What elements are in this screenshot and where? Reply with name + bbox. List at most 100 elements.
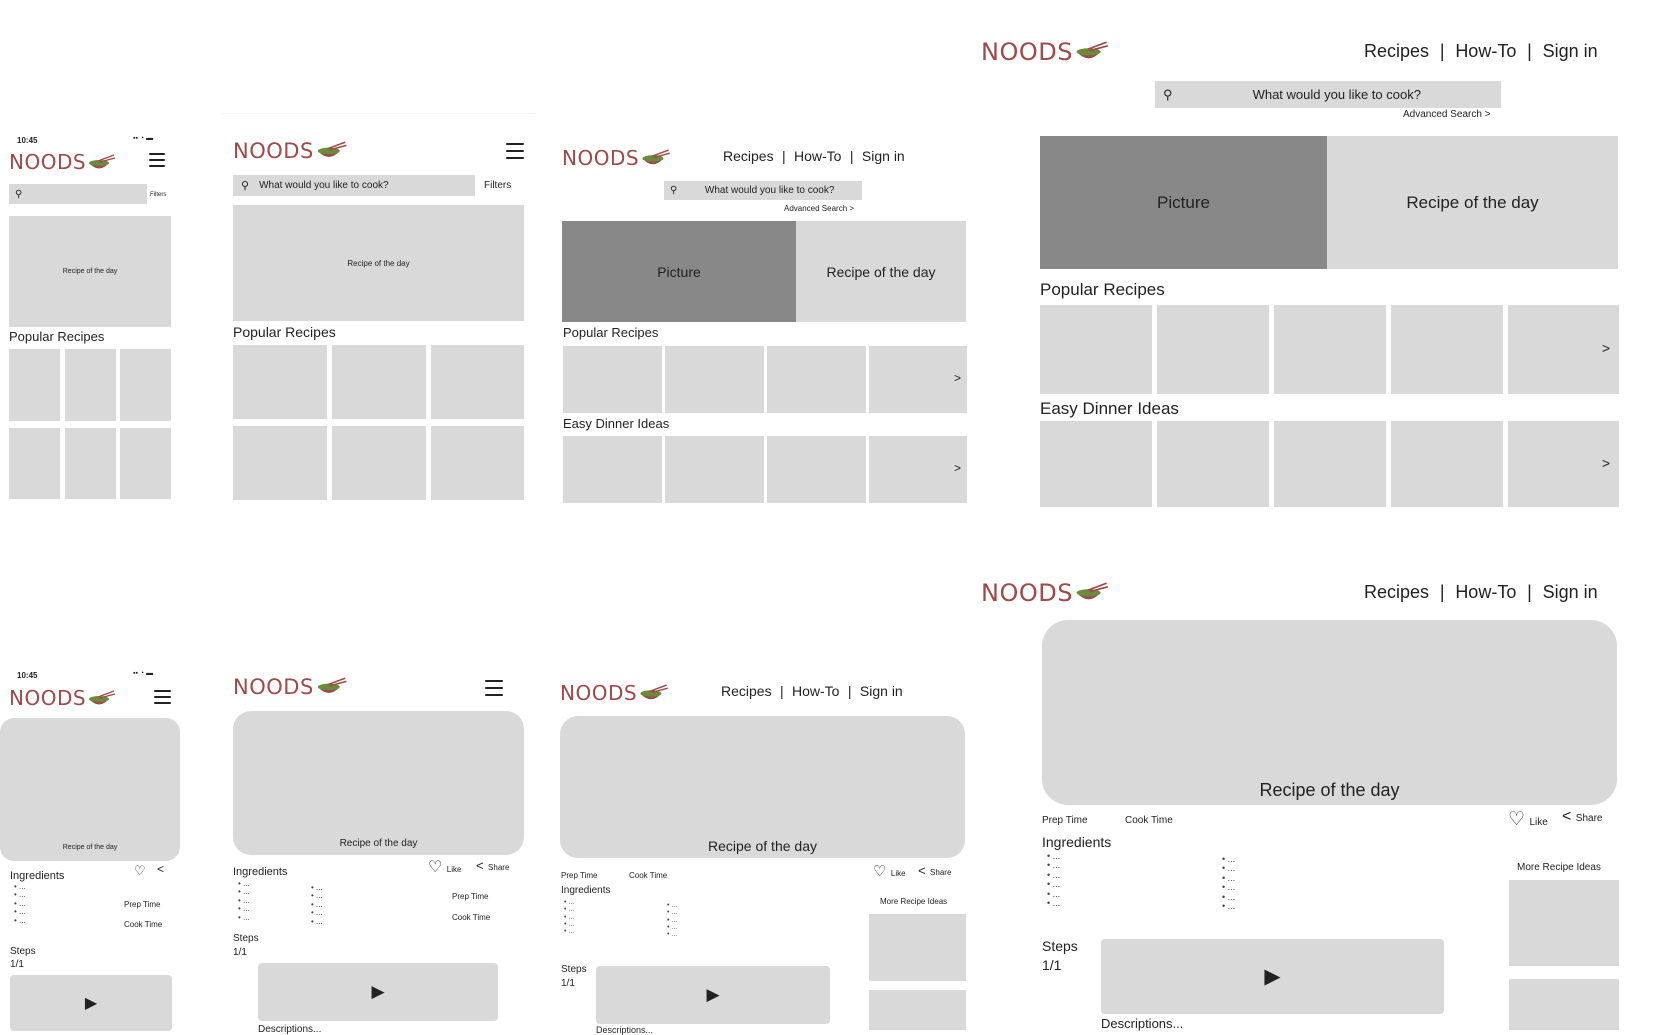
advanced-search-link[interactable]: Advanced Search > [784,204,855,213]
logo[interactable]: NOODS [233,675,348,699]
share-icon[interactable]: < [157,862,165,876]
hamburger-menu-icon[interactable] [506,143,524,159]
hamburger-menu-icon[interactable] [154,690,171,704]
recipe-card[interactable] [332,426,426,500]
featured-picture[interactable]: Picture [1040,136,1327,269]
recipe-card[interactable] [431,345,524,419]
like-button[interactable]: ♡ Like [428,859,462,876]
search-input[interactable]: ⚲ What would you like to cook? [1155,81,1501,108]
next-arrow[interactable]: > [1601,455,1610,471]
step-video[interactable]: ▶ [10,975,172,1031]
more-recipe-card[interactable] [1509,979,1619,1030]
filters-button[interactable]: Filters [150,192,167,198]
nav-howto[interactable]: How-To [1455,582,1517,602]
recipe-card[interactable] [1391,421,1503,507]
advanced-search-link[interactable]: Advanced Search > [1403,109,1491,120]
recipe-card[interactable] [431,426,524,500]
recipe-card[interactable] [1157,421,1269,507]
step-video[interactable]: ▶ [596,966,830,1024]
recipe-card-next[interactable]: > [1508,305,1619,394]
recipe-of-day-card[interactable]: Recipe of the day [9,216,171,327]
recipe-card[interactable] [1157,305,1269,394]
recipe-card[interactable] [120,428,171,499]
share-icon[interactable]: < [1562,808,1572,825]
play-icon[interactable]: ▶ [706,985,720,1004]
play-icon[interactable]: ▶ [1264,965,1281,988]
recipe-card[interactable] [563,346,662,413]
nav-howto[interactable]: How-To [794,148,842,164]
recipe-card[interactable] [120,349,171,421]
nav-signin[interactable]: Sign in [859,683,903,699]
recipe-card[interactable] [1274,421,1386,507]
more-recipe-card[interactable] [869,914,966,981]
share-button[interactable]: < Share [1562,808,1603,825]
recipe-card[interactable] [65,349,116,421]
logo[interactable]: NOODS [981,579,1109,607]
share-button[interactable]: < Share [918,863,952,878]
recipe-card[interactable] [665,346,764,413]
recipe-card[interactable] [9,349,60,421]
nav-howto[interactable]: How-To [792,683,840,699]
logo[interactable]: NOODS [233,139,348,163]
nav-recipes[interactable]: Recipes [723,148,774,164]
featured-picture[interactable]: Picture [562,221,796,322]
nav-recipes[interactable]: Recipes [721,683,772,699]
nav-signin[interactable]: Sign in [1542,582,1598,602]
recipe-card[interactable] [9,428,60,499]
logo[interactable]: NOODS [981,38,1109,66]
recipe-card[interactable] [767,436,866,503]
heart-icon[interactable]: ♡ [1508,809,1526,830]
recipe-of-day-card[interactable]: Recipe of the day [1327,136,1618,269]
more-recipe-card[interactable] [1509,880,1619,966]
recipe-hero-image[interactable]: Recipe of the day [560,716,965,858]
recipe-card[interactable] [1391,305,1503,394]
recipe-card[interactable] [767,346,866,413]
nav-recipes[interactable]: Recipes [1364,582,1430,602]
nav-recipes[interactable]: Recipes [1364,41,1430,61]
recipe-card[interactable] [332,345,426,419]
like-button[interactable]: ♡ Like [1508,809,1548,830]
logo[interactable]: NOODS [562,146,671,170]
search-input[interactable]: ⚲ What would you like to cook? [233,175,475,196]
recipe-card[interactable] [233,345,327,419]
recipe-hero-image[interactable]: Recipe of the day [0,718,180,861]
heart-icon[interactable]: ♡ [134,863,146,878]
share-icon[interactable]: < [918,863,926,878]
search-input[interactable]: ⚲ What would you like to cook? [664,181,862,200]
hamburger-menu-icon[interactable] [149,153,165,167]
share-button[interactable]: < Share [476,858,510,873]
recipe-card[interactable] [1274,305,1386,394]
search-input[interactable]: ⚲ [9,184,147,204]
play-icon[interactable]: ▶ [84,995,98,1012]
filters-button[interactable]: Filters [484,180,512,191]
hamburger-menu-icon[interactable] [485,680,503,696]
recipe-card[interactable] [65,428,116,499]
recipe-card-next[interactable]: > [869,436,967,503]
recipe-of-day-card[interactable]: Recipe of the day [796,221,966,322]
heart-icon[interactable]: ♡ [873,863,887,880]
next-arrow[interactable]: > [953,371,961,385]
recipe-card[interactable] [563,436,662,503]
like-button[interactable]: ♡ Like [873,863,906,880]
recipe-card-next[interactable]: > [1508,421,1619,507]
play-icon[interactable]: ▶ [371,982,385,1001]
nav-howto[interactable]: How-To [1455,41,1517,61]
recipe-of-day-card[interactable]: Recipe of the day [233,205,524,321]
step-video[interactable]: ▶ [1101,939,1444,1014]
recipe-card-next[interactable]: > [869,346,967,413]
recipe-card[interactable] [1040,305,1152,394]
next-arrow[interactable]: > [953,461,961,475]
nav-signin[interactable]: Sign in [1542,41,1598,61]
nav-signin[interactable]: Sign in [861,148,905,164]
share-icon[interactable]: < [476,858,484,873]
recipe-card[interactable] [1040,421,1152,507]
step-video[interactable]: ▶ [258,963,498,1021]
more-recipe-card[interactable] [869,990,966,1030]
logo[interactable]: NOODS [9,686,116,710]
logo[interactable]: NOODS [560,681,669,705]
recipe-hero-image[interactable]: Recipe of the day [233,711,524,855]
recipe-card[interactable] [233,426,327,500]
recipe-card[interactable] [665,436,764,503]
recipe-hero-image[interactable]: Recipe of the day [1042,620,1617,805]
heart-icon[interactable]: ♡ [428,859,443,876]
